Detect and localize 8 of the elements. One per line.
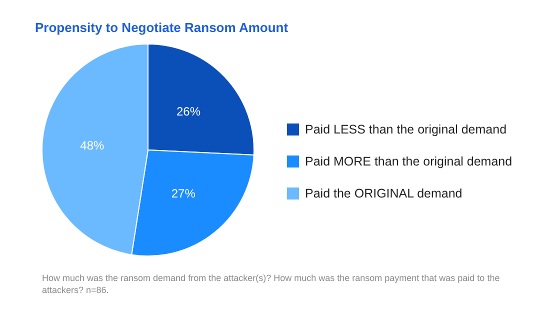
text: How much was the ransom demand from the attacker(s)? How much was the ransom payment that was paid to the attackers? n=86. xyxy=(42,273,502,295)
data-label: 27% xyxy=(171,186,196,200)
legend-label: Paid MORE than the original demand xyxy=(305,154,512,168)
legend-label: Paid the ORIGINAL demand xyxy=(305,186,462,200)
legend-label: Paid LESS than the original demand xyxy=(305,122,507,136)
data-label: 26% xyxy=(176,104,201,118)
chart-title: Propensity to Negotiate Ransom Amount xyxy=(35,20,289,35)
data-label: 48% xyxy=(80,138,104,153)
